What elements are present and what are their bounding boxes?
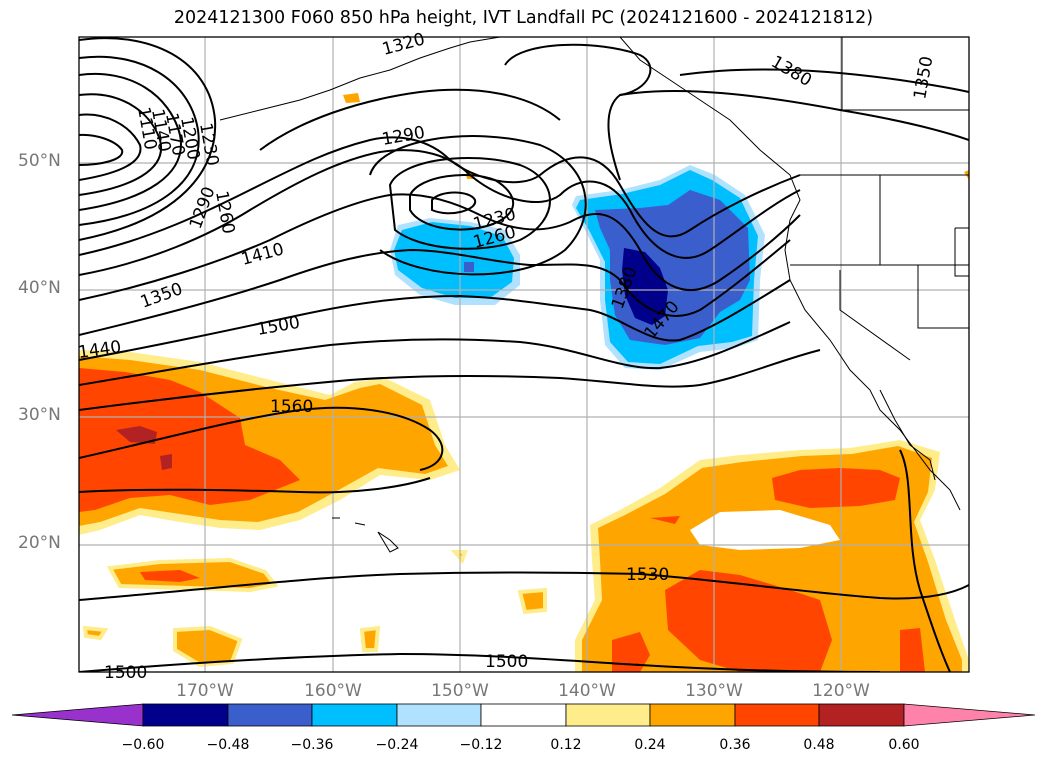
colorbar-bin — [227, 703, 313, 727]
ivt-shading — [79, 93, 969, 672]
plot-frame — [78, 36, 970, 673]
positive-ivt-redorange-west — [79, 368, 300, 512]
lon-label: 130°W — [685, 681, 743, 701]
lat-label: 30°N — [18, 405, 61, 425]
colorbar — [11, 703, 1036, 727]
state-border-4 — [917, 265, 969, 329]
positive-ivt-blob-2 — [82, 550, 547, 652]
colorbar-bin — [396, 703, 482, 727]
colorbar-bin — [480, 703, 567, 727]
negative-hole-east — [690, 510, 840, 550]
lon-label: 160°W — [304, 681, 362, 701]
state-border-3 — [839, 270, 911, 361]
positive-ivt-redorange-east-1 — [772, 468, 900, 508]
colorbar-bin — [311, 703, 398, 727]
lat-label: 50°N — [18, 151, 61, 171]
contour-label: 1560 — [270, 397, 313, 417]
lat-label: 40°N — [18, 278, 61, 298]
lon-label: 170°W — [176, 681, 234, 701]
lon-label: 140°W — [558, 681, 616, 701]
positive-ivt-redorange-east-3 — [612, 516, 925, 672]
positive-ivt-darkred-west — [116, 426, 172, 470]
negative-ivt-royal-dot — [464, 262, 474, 272]
colorbar-tick-label: 0.12 — [550, 737, 582, 753]
colorbar-bin — [142, 703, 229, 727]
colorbar-bin — [818, 703, 905, 727]
positive-ivt-redorange-southwest — [140, 570, 200, 582]
colorbar-tick-label: −0.12 — [459, 737, 503, 753]
contour-label: 1500 — [485, 652, 528, 672]
lat-label: 20°N — [18, 533, 61, 553]
colorbar-extend-high — [903, 703, 1036, 727]
contour-label: 1530 — [626, 565, 669, 585]
hawaii-islands — [332, 517, 399, 553]
colorbar-bin — [649, 703, 736, 727]
positive-ivt-redorange-east-2 — [665, 570, 832, 672]
colorbar-tick-label: −0.24 — [375, 737, 419, 753]
colorbar-bin — [565, 703, 651, 727]
graticule — [79, 37, 969, 672]
baja — [879, 389, 936, 481]
state-border-5 — [954, 227, 969, 277]
lon-label: 120°W — [812, 681, 870, 701]
alaska-coast — [219, 37, 501, 121]
colorbar-tick-label: 0.60 — [888, 737, 920, 753]
colorbar-tick-label: −0.36 — [290, 737, 334, 753]
colorbar-bin — [734, 703, 820, 727]
height-contours — [79, 37, 969, 672]
colorbar-tick-label: 0.24 — [634, 737, 666, 753]
contour-label: 1500 — [104, 663, 147, 683]
negative-ivt-navy-east — [622, 248, 668, 325]
colorbar-tick-label: 0.36 — [719, 737, 751, 753]
colorbar-tick-label: −0.48 — [206, 737, 250, 753]
colorbar-tick-label: −0.60 — [121, 737, 165, 753]
colorbar-tick-label: 0.48 — [803, 737, 835, 753]
map-title: 2024121300 F060 850 hPa height, IVT Land… — [173, 8, 874, 28]
negative-ivt-skyblue-central — [394, 222, 514, 298]
colorbar-extend-low — [11, 703, 144, 727]
lon-label: 150°W — [431, 681, 489, 701]
